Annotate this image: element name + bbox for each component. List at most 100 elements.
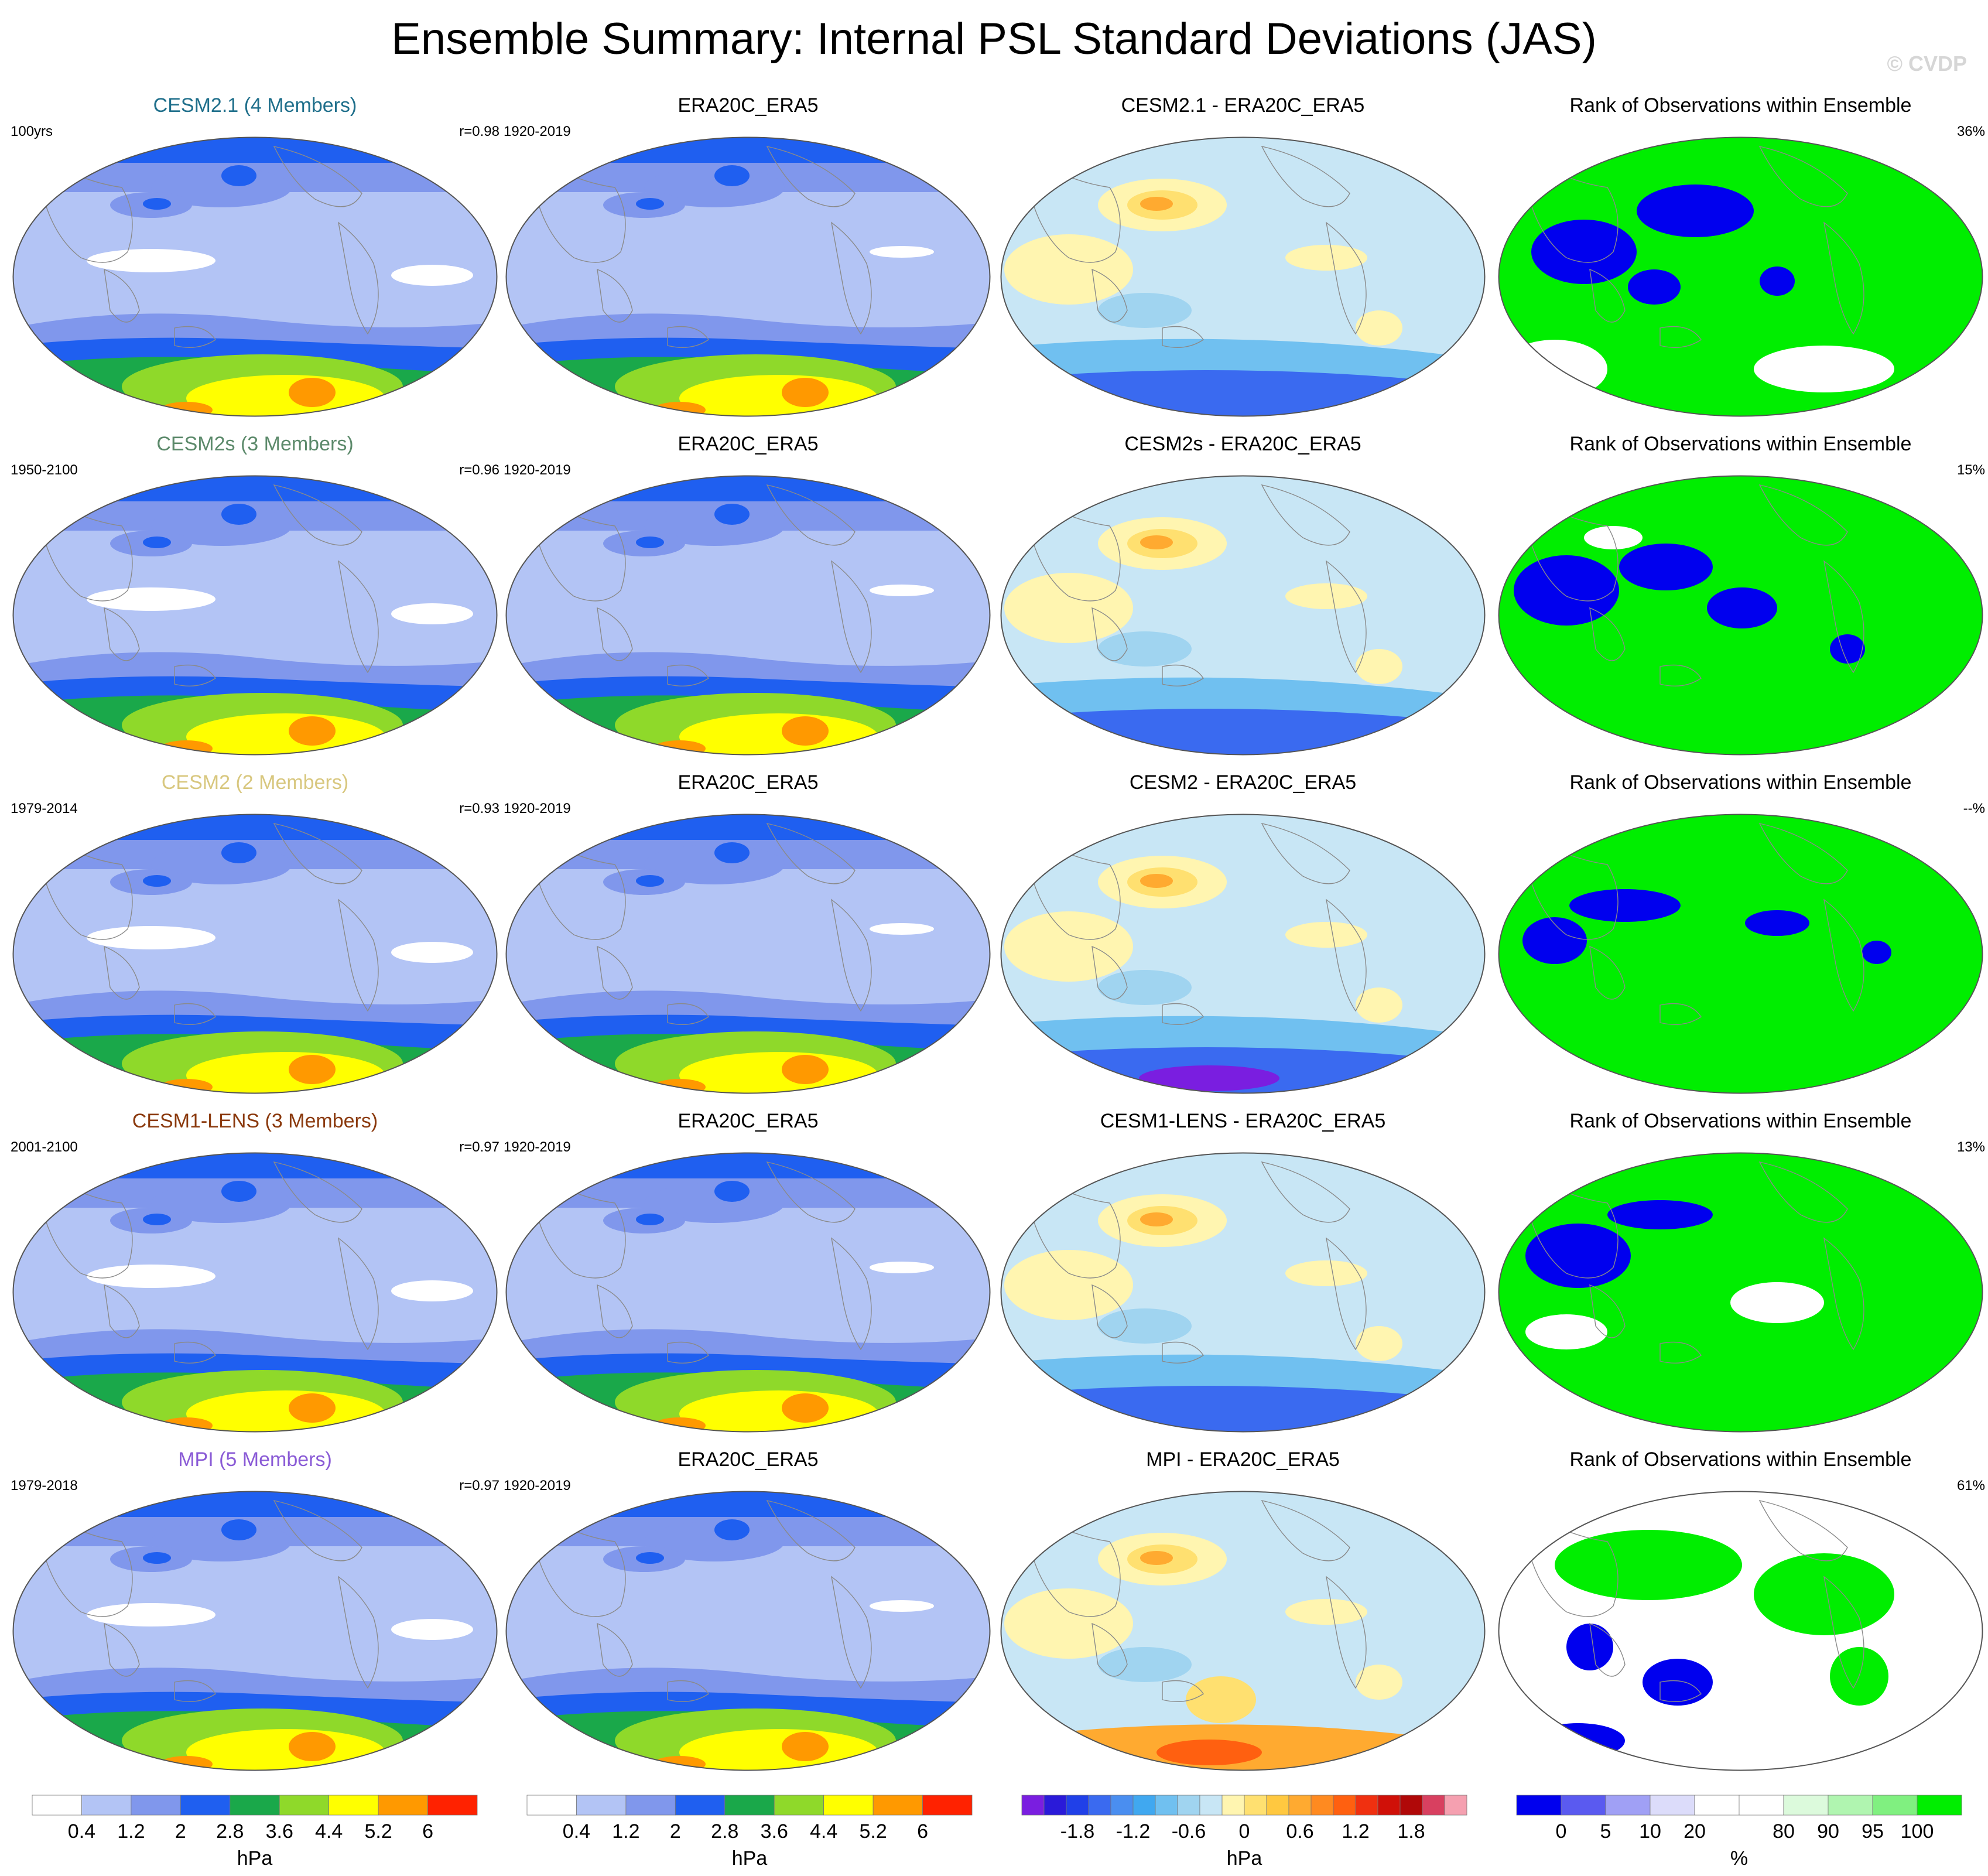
- diff-title: CESM2 - ERA20C_ERA5: [1129, 771, 1357, 794]
- coastline-outlines: [45, 1161, 379, 1364]
- colorbar-swatch: [279, 1795, 330, 1816]
- map-border: [505, 475, 991, 756]
- model-map: [12, 136, 498, 417]
- colorbar-unit: hPa: [1226, 1847, 1262, 1870]
- rank-percent: 15%: [1956, 462, 1985, 478]
- colorbar-tick-label: 4.4: [810, 1820, 838, 1843]
- rank-map: [1498, 814, 1983, 1094]
- credit-watermark: © CVDP: [1887, 52, 1967, 76]
- colorbar-swatch: [81, 1795, 132, 1816]
- colorbar-swatch: [1694, 1795, 1740, 1816]
- colorbar-swatch: [1561, 1795, 1606, 1816]
- colorbar-2: 0.4 1.2 2 2.8 3.6 4.4 5.2 6 hPa: [526, 1795, 973, 1871]
- colorbar-swatch: [724, 1795, 775, 1816]
- colorbar-swatches: [1021, 1795, 1467, 1816]
- colorbar-swatch: [1783, 1795, 1829, 1816]
- obs-map: [505, 1152, 991, 1433]
- colorbar-tick-label: 6: [422, 1820, 434, 1843]
- colorbar-swatch: [1872, 1795, 1918, 1816]
- model-panel-row-5: MPI (5 Members) 1979-2018 r=0.97: [11, 1448, 499, 1779]
- coastline-outlines: [45, 145, 379, 348]
- coastline-outlines: [1033, 145, 1367, 348]
- model-panel-row-3: CESM2 (2 Members) 1979-2014 r=0.93: [11, 771, 499, 1102]
- coastline-outlines: [1033, 484, 1367, 687]
- colorbar-tick-label: -0.6: [1171, 1820, 1206, 1843]
- colorbar-swatch: [1355, 1795, 1378, 1816]
- colorbar-swatch: [131, 1795, 181, 1816]
- colorbar-swatch: [1177, 1795, 1200, 1816]
- diff-title: CESM2s - ERA20C_ERA5: [1124, 433, 1361, 455]
- colorbar-tick-label: 10: [1639, 1820, 1661, 1843]
- colorbar-tick-label: 100: [1900, 1820, 1934, 1843]
- colorbar-swatch: [1066, 1795, 1089, 1816]
- diff-title: CESM2.1 - ERA20C_ERA5: [1121, 94, 1365, 117]
- map-border: [12, 1491, 498, 1771]
- colorbar-tick-label: 5: [1600, 1820, 1611, 1843]
- colorbar-swatch: [1288, 1795, 1312, 1816]
- colorbar-tick-label: -1.8: [1060, 1820, 1095, 1843]
- colorbar-tick-label: 2: [174, 1820, 186, 1843]
- coastline-outlines: [1531, 145, 1864, 348]
- rank-percent: 61%: [1956, 1478, 1985, 1494]
- diff-map: [1000, 814, 1486, 1094]
- rank-panel-row-1: Rank of Observations within Ensemble 36%: [1496, 94, 1985, 425]
- colorbar-swatch: [576, 1795, 627, 1816]
- diff-map: [1000, 1491, 1486, 1771]
- map-border: [1498, 136, 1983, 417]
- model-title: CESM2 (2 Members): [161, 771, 349, 794]
- map-border: [12, 1152, 498, 1433]
- rank-percent: 36%: [1956, 124, 1985, 139]
- colorbar-tick-label: 0: [1238, 1820, 1250, 1843]
- colorbar-tick-label: 5.2: [364, 1820, 392, 1843]
- colorbar-swatch: [1244, 1795, 1267, 1816]
- colorbar-tick-label: 4.4: [315, 1820, 343, 1843]
- rank-title: Rank of Observations within Ensemble: [1569, 433, 1912, 455]
- model-title: MPI (5 Members): [178, 1448, 332, 1471]
- colorbar-swatch: [922, 1795, 973, 1816]
- colorbar-unit: hPa: [731, 1847, 768, 1870]
- colorbar-4: 0 5 10 20 80 90 95 100%: [1516, 1795, 1962, 1871]
- colorbar-tick-label: 5.2: [859, 1820, 887, 1843]
- colorbar-swatch: [1739, 1795, 1784, 1816]
- rank-percent: 13%: [1956, 1139, 1985, 1155]
- obs-years-label: 1920-2019: [504, 462, 571, 478]
- rank-title: Rank of Observations within Ensemble: [1569, 771, 1912, 794]
- coastline-outlines: [45, 1499, 379, 1703]
- colorbar-tick-label: 95: [1862, 1820, 1884, 1843]
- correlation-label: r=0.97: [459, 1139, 499, 1155]
- map-border: [1498, 814, 1983, 1094]
- coastline-outlines: [1033, 1499, 1367, 1703]
- coastline-outlines: [538, 1161, 872, 1364]
- model-map: [12, 1152, 498, 1433]
- obs-map: [505, 814, 991, 1094]
- diff-panel-row-4: CESM1-LENS - ERA20C_ERA5: [998, 1109, 1487, 1440]
- colorbar-swatch: [32, 1795, 82, 1816]
- rank-percent: --%: [1963, 801, 1985, 816]
- colorbar-tick-label: 3.6: [760, 1820, 788, 1843]
- correlation-label: r=0.97: [459, 1478, 499, 1494]
- colorbar-tick-label: 0.4: [562, 1820, 591, 1843]
- map-border: [505, 136, 991, 417]
- colorbar-swatch: [1155, 1795, 1178, 1816]
- model-title: CESM2s (3 Members): [156, 433, 354, 455]
- model-map: [12, 1491, 498, 1771]
- obs-title: ERA20C_ERA5: [678, 1448, 819, 1471]
- model-panel-row-1: CESM2.1 (4 Members) 100yrs r=0.98: [11, 94, 499, 425]
- rank-map: [1498, 475, 1983, 756]
- colorbar-swatch: [526, 1795, 577, 1816]
- colorbar-1: 0.4 1.2 2 2.8 3.6 4.4 5.2 6 hPa: [32, 1795, 478, 1871]
- colorbar-tick-label: 1.2: [1342, 1820, 1370, 1843]
- rank-title: Rank of Observations within Ensemble: [1569, 1448, 1912, 1471]
- rank-map: [1498, 136, 1983, 417]
- model-map: [12, 475, 498, 756]
- years-label: 100yrs: [11, 124, 53, 139]
- obs-title: ERA20C_ERA5: [678, 1110, 819, 1132]
- diff-panel-row-5: MPI - ERA20C_ERA5: [998, 1448, 1487, 1779]
- colorbar-swatches: [32, 1795, 478, 1816]
- figure-title: Ensemble Summary: Internal PSL Standard …: [391, 14, 1597, 64]
- colorbar-swatch: [1422, 1795, 1445, 1816]
- rank-title: Rank of Observations within Ensemble: [1569, 94, 1912, 117]
- map-border: [1000, 475, 1486, 756]
- map-border: [1000, 1491, 1486, 1771]
